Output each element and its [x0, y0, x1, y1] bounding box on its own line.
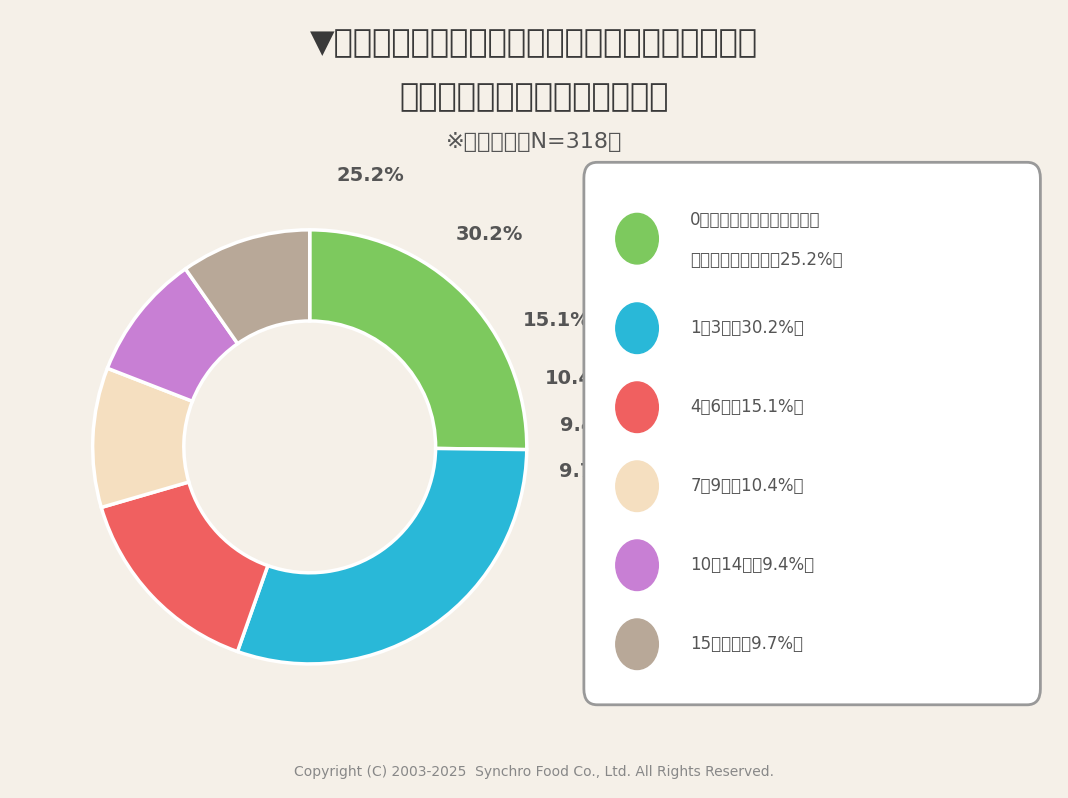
Text: 1〜3名（30.2%）: 1〜3名（30.2%） [690, 319, 804, 338]
Text: 30.2%: 30.2% [456, 226, 523, 244]
Text: Copyright (C) 2003-2025  Synchro Food Co., Ltd. All Rights Reserved.: Copyright (C) 2003-2025 Synchro Food Co.… [294, 765, 774, 780]
Text: 人数についてお答えください。: 人数についてお答えください。 [399, 82, 669, 113]
Circle shape [616, 540, 658, 591]
Text: 9.4%: 9.4% [560, 416, 614, 435]
Circle shape [616, 619, 658, 670]
Text: タッフ雇用なし）（25.2%）: タッフ雇用なし）（25.2%） [690, 251, 843, 269]
Text: 25.2%: 25.2% [336, 166, 404, 185]
Text: 10〜14名（9.4%）: 10〜14名（9.4%） [690, 556, 815, 575]
Circle shape [616, 303, 658, 354]
Wedge shape [186, 230, 310, 344]
Circle shape [616, 461, 658, 512]
Wedge shape [101, 482, 268, 651]
Circle shape [616, 382, 658, 433]
Wedge shape [237, 448, 527, 664]
Text: 4〜6名（15.1%）: 4〜6名（15.1%） [690, 398, 804, 417]
Text: ※単一回答（N=318）: ※単一回答（N=318） [445, 132, 623, 152]
Text: 7〜9名（10.4%）: 7〜9名（10.4%） [690, 477, 804, 496]
Wedge shape [310, 230, 527, 449]
Text: 15名以上（9.7%）: 15名以上（9.7%） [690, 635, 803, 654]
Text: ▼現在雇用しているアルバイト・パートスタッフの: ▼現在雇用しているアルバイト・パートスタッフの [310, 29, 758, 59]
Text: 9.7%: 9.7% [560, 462, 613, 481]
Wedge shape [108, 269, 238, 401]
Text: 10.4%: 10.4% [545, 369, 613, 388]
Circle shape [616, 213, 658, 264]
Text: 15.1%: 15.1% [523, 311, 591, 330]
FancyBboxPatch shape [584, 162, 1040, 705]
Text: 0名（アルバイト・パートス: 0名（アルバイト・パートス [690, 211, 820, 229]
Wedge shape [93, 368, 192, 508]
